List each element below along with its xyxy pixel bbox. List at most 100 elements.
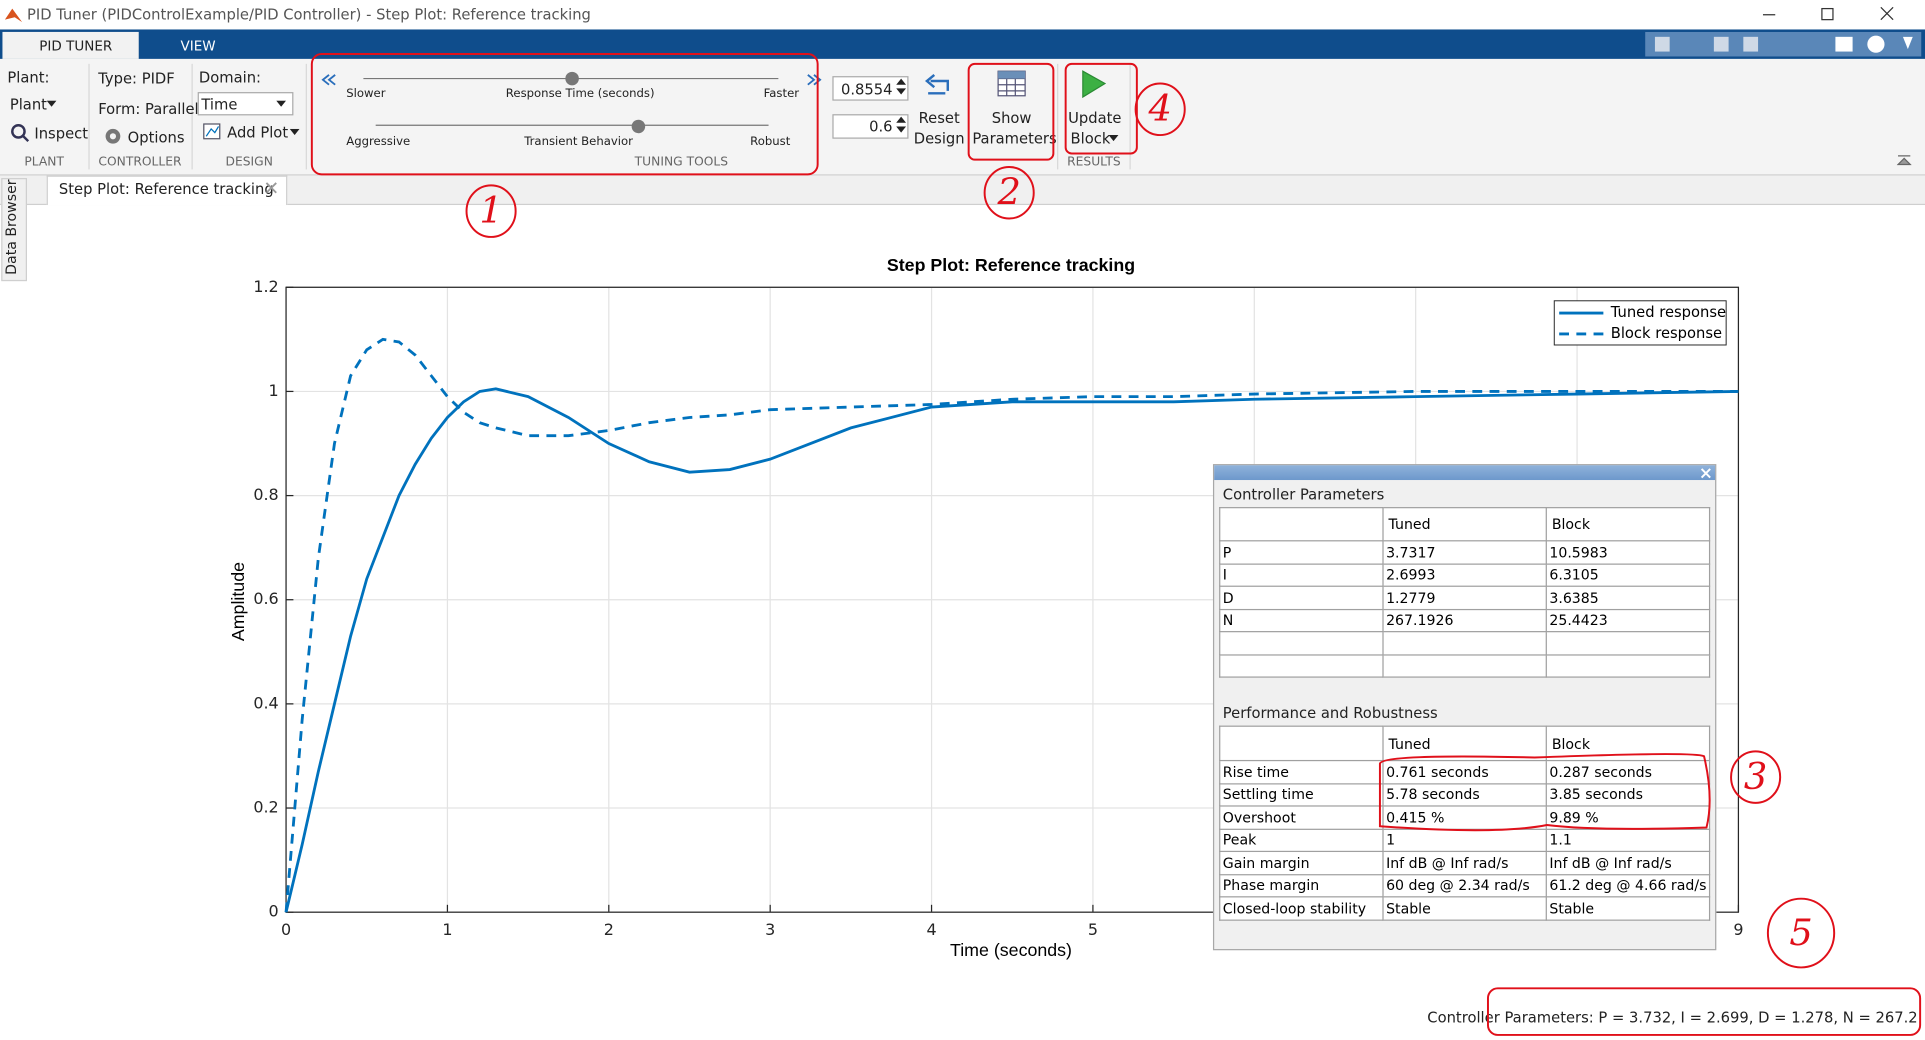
table-cell: Peak (1219, 828, 1384, 853)
table-cell: Closed-loop stability (1219, 896, 1384, 921)
table-cell: 1.2779 (1382, 585, 1547, 610)
tab[interactable]: VIEW (180, 38, 216, 55)
domain-value[interactable]: Time (201, 95, 238, 113)
add-plot-button[interactable]: Add Plot (227, 123, 289, 142)
table-cell: 25.4423 (1545, 608, 1711, 633)
show-parameters-button[interactable]: Parameters (972, 130, 1057, 148)
x-tick-label: 5 (1088, 920, 1098, 939)
slider-label: Robust (750, 135, 791, 149)
domain-dropdown[interactable] (197, 92, 294, 116)
table-row: Peak 1 1.1 (1219, 828, 1711, 853)
side-tab[interactable] (1, 178, 28, 282)
label: Type: PIDF (98, 69, 175, 88)
status-text: Controller Parameters: P = 3.732, I = 2.… (1427, 1009, 1918, 1027)
x-tick-label: 2 (604, 920, 614, 939)
header-cell (1219, 725, 1384, 762)
table-cell: I (1219, 562, 1384, 587)
options-icon (105, 128, 121, 144)
table-cell: 61.2 deg @ 4.66 rad/s (1545, 873, 1711, 898)
axes-box (285, 286, 1740, 913)
y-tick-label: 1.2 (253, 277, 278, 296)
section-title: Controller Parameters (1222, 486, 1385, 504)
add-plot-icon (203, 123, 221, 140)
tab-selected[interactable] (2, 31, 139, 59)
table-row: Gain margin Inf dB @ Inf rad/s Inf dB @ In… (1219, 850, 1711, 875)
table-cell: Overshoot (1219, 805, 1384, 830)
sliders[interactable] (314, 69, 830, 143)
section-label: PLANT (24, 155, 64, 170)
document-tabs (0, 175, 1925, 206)
response-value[interactable]: 0.8554 (840, 81, 893, 99)
header-cell: Block (1545, 725, 1711, 762)
window-controls[interactable] (1756, 5, 1916, 25)
close-tab[interactable] (265, 182, 277, 194)
header-cell: Tuned (1382, 725, 1547, 762)
section-label: TUNING TOOLS (634, 155, 729, 170)
y-tick-label: 0.4 (253, 693, 278, 712)
annotation-box (1486, 987, 1922, 1036)
table-cell: 10.5983 (1545, 540, 1711, 565)
show-parameters-button[interactable]: Show (991, 109, 1032, 127)
table-cell: 0.415 % (1382, 805, 1547, 830)
empty-cell (1545, 653, 1711, 678)
annotation-circle (983, 165, 1035, 220)
transient-input[interactable] (832, 114, 909, 139)
header-row: Tuned Block (1219, 507, 1711, 542)
separator (1057, 63, 1059, 170)
table-cell: Inf dB @ Inf rad/s (1545, 850, 1711, 875)
annotation-number: 5 (1789, 911, 1812, 954)
table-cell: 3.85 seconds (1545, 782, 1711, 807)
section-label: CONTROLLER (98, 155, 182, 170)
collapse-ribbon[interactable] (1896, 153, 1912, 166)
header-cell: Tuned (1382, 507, 1547, 542)
parameters-panel: Controller Parameters Performance and Ro… (1212, 464, 1717, 951)
annotation-box (967, 62, 1055, 161)
table-icon (997, 70, 1026, 97)
table-cell: 0.761 seconds (1382, 759, 1547, 784)
table-cell: 3.6385 (1545, 585, 1711, 610)
reset-button[interactable]: Reset (918, 109, 960, 127)
table-row: Phase margin 60 deg @ 2.34 rad/s 61.2 deg … (1219, 873, 1711, 898)
annotation-circle (465, 184, 517, 238)
close-panel[interactable] (1700, 468, 1711, 479)
label: Plant: (7, 68, 50, 86)
annotation-number: 4 (1147, 87, 1171, 130)
separator (191, 63, 193, 170)
series-line (284, 387, 1739, 913)
separator (305, 63, 307, 170)
annotation-number: 2 (996, 171, 1020, 214)
spinners[interactable] (895, 77, 907, 136)
transient-value[interactable]: 0.6 (869, 117, 893, 136)
dropdown-arrow (276, 100, 287, 107)
header-cell (1219, 507, 1384, 542)
document-tab-title[interactable]: Step Plot: Reference tracking (58, 180, 274, 198)
update-icon (1082, 70, 1107, 99)
response-input[interactable] (832, 76, 909, 101)
y-tick-label: 0.2 (253, 798, 278, 817)
y-tick-label: 0.6 (253, 589, 278, 608)
empty-row (1219, 653, 1711, 678)
update-block-button[interactable]: Block (1070, 130, 1111, 148)
table-row: Rise time 0.761 seconds 0.287 seconds (1219, 759, 1711, 784)
table-cell: Stable (1382, 896, 1547, 921)
update-block-button[interactable]: Update (1068, 109, 1122, 127)
header-row: Tuned Block (1219, 725, 1711, 762)
inspect-button[interactable]: Inspect (34, 125, 89, 143)
x-axis-label: Time (seconds) (950, 940, 1072, 960)
reset-button[interactable]: Design (913, 130, 965, 148)
annotation-box (1378, 753, 1711, 832)
tab[interactable]: PID TUNER (39, 38, 113, 55)
ribbon (0, 58, 1925, 176)
annotation-circle (1134, 82, 1186, 137)
table-row: P 3.7317 10.5983 (1219, 540, 1711, 565)
section-title: Performance and Robustness (1222, 704, 1438, 722)
table-cell: Stable (1545, 896, 1711, 921)
plant-menu[interactable]: Plant (9, 95, 47, 113)
legend-label: Block response (1611, 325, 1722, 342)
document-tab[interactable] (46, 175, 288, 206)
label: Domain: (198, 68, 262, 86)
options-button[interactable]: Options (127, 128, 185, 147)
table-cell: Rise time (1219, 759, 1384, 784)
